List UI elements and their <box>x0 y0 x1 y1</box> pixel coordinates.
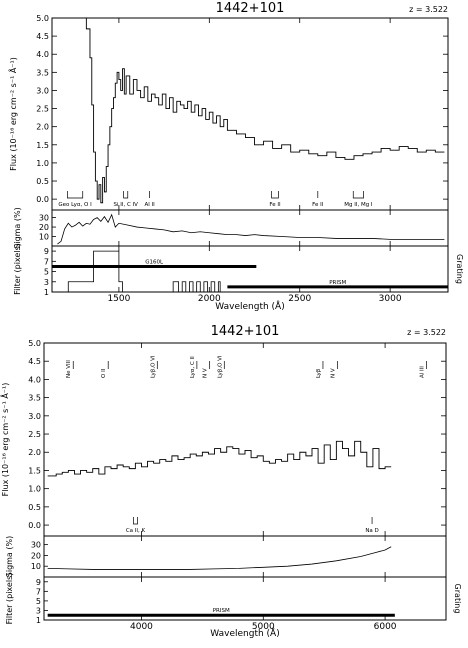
flux-y-tick-label: 2.0 <box>28 448 41 457</box>
line-id-label: N V <box>203 368 209 378</box>
filter-y-tick-label: 3 <box>36 606 41 615</box>
grating-axis-label: Grating <box>455 254 464 284</box>
sigma-y-tick-label: 20 <box>31 551 41 560</box>
line-id-label: Lyβ,O VI <box>217 355 223 378</box>
x-tick-label: 4000 <box>130 622 153 632</box>
flux-y-tick-label: 3.5 <box>28 394 41 403</box>
flux-y-tick-label: 2.5 <box>28 430 41 439</box>
filter-panel-frame <box>43 576 447 621</box>
line-id-label: N V <box>331 368 337 378</box>
flux-y-tick-label: 3.5 <box>36 68 49 77</box>
filter-axis-label: Filter (pixels) <box>13 243 22 295</box>
line-id-marker <box>67 191 84 199</box>
flux-y-tick-label: 3.0 <box>36 86 49 95</box>
line-id-label: Al II <box>144 202 155 208</box>
filter-y-tick-label: 9 <box>44 247 49 256</box>
x-tick-label: 5000 <box>252 622 275 632</box>
filter-y-tick-label: 5 <box>44 268 49 277</box>
flux-y-tick-label: 2.0 <box>36 123 49 132</box>
flux-y-tick-label: 0.5 <box>36 177 49 186</box>
flux-y-tick-label: 0.0 <box>36 195 49 204</box>
line-id-label: Si II, C IV <box>113 202 138 208</box>
grating-axis-label: Grating <box>453 584 462 614</box>
x-axis-label: Wavelength (Å) <box>215 300 284 312</box>
flux-y-tick-label: 1.0 <box>28 485 41 494</box>
x-axis-label: Wavelength (Å) <box>210 627 279 639</box>
filter-y-tick-label: 7 <box>36 587 41 596</box>
grating-label: PRISM <box>329 280 346 286</box>
line-id-marker <box>352 191 364 199</box>
line-id-label: Ne VIII <box>66 360 72 378</box>
redshift-label: z = 3.522 <box>409 5 448 14</box>
line-id-label: Ca II, K <box>126 528 146 534</box>
x-tick-label: 2500 <box>288 294 311 304</box>
flux-y-tick-label: 1.5 <box>36 141 49 150</box>
filter-y-tick-label: 7 <box>44 257 49 266</box>
line-id-label: Lyβ <box>316 368 322 378</box>
sigma-line <box>47 546 392 570</box>
flux-axis-label: Flux (10⁻¹⁶ erg cm⁻² s⁻¹ Å⁻¹) <box>7 57 18 171</box>
flux-y-tick-label: 5.0 <box>36 14 49 23</box>
sigma-y-tick-label: 30 <box>39 214 49 223</box>
flux-y-tick-label: 1.0 <box>36 159 49 168</box>
redshift-label: z = 3.522 <box>407 328 446 337</box>
line-id-marker <box>123 191 129 199</box>
line-id-label: Na D <box>365 528 378 534</box>
flux-y-tick-label: 4.5 <box>28 357 41 366</box>
sigma-axis-label: Sigma (%) <box>13 207 22 248</box>
line-id-label: Mg II, Mg I <box>344 202 373 208</box>
grating-label: PRISM <box>213 608 230 614</box>
line-id-label: Lyβ,O VI <box>150 355 156 378</box>
line-id-label: Lyα, C II <box>190 356 196 378</box>
flux-y-tick-label: 0.0 <box>28 521 41 530</box>
flux-y-tick-label: 4.0 <box>36 50 49 59</box>
x-tick-label: 6000 <box>374 622 397 632</box>
filter-y-tick-label: 5 <box>36 597 41 606</box>
x-tick-label: 1500 <box>107 294 130 304</box>
filter-axis-label: Filter (pixels) <box>5 573 14 625</box>
filter-panel-frame <box>51 245 449 293</box>
x-tick-label: 2000 <box>198 294 221 304</box>
line-id-label: Fe II <box>269 202 281 208</box>
sigma-panel-frame <box>43 535 447 578</box>
filter-line <box>52 250 448 293</box>
flux-y-tick-label: 5.0 <box>28 339 41 348</box>
flux-y-tick-label: 3.0 <box>28 412 41 421</box>
filter-y-tick-label: 3 <box>44 278 49 287</box>
sigma-line <box>57 213 445 245</box>
line-id-label: Geo Lyα, O I <box>58 202 92 208</box>
line-id-label: Al III <box>420 366 426 378</box>
sigma-y-tick-label: 20 <box>39 223 49 232</box>
flux-y-tick-label: 1.5 <box>28 466 41 475</box>
line-id-label: O II <box>101 368 107 378</box>
filter-y-tick-label: 1 <box>44 288 49 297</box>
x-tick-label: 3000 <box>379 294 402 304</box>
flux-axis-label: Flux (10⁻¹⁶ erg cm⁻² s⁻¹ Å⁻¹) <box>0 383 10 497</box>
chart-title: 1442+101 <box>211 324 280 339</box>
line-id-marker <box>133 517 138 525</box>
flux-y-tick-label: 2.5 <box>36 105 49 114</box>
flux-spectrum-line <box>47 440 392 477</box>
flux-spectrum-line <box>57 18 445 204</box>
flux-y-tick-label: 4.5 <box>36 32 49 41</box>
flux-y-tick-label: 0.5 <box>28 503 41 512</box>
filter-y-tick-label: 9 <box>36 578 41 587</box>
sigma-axis-label: Sigma (%) <box>5 536 14 577</box>
line-id-marker <box>271 191 279 199</box>
flux-y-tick-label: 4.0 <box>28 375 41 384</box>
sigma-y-tick-label: 10 <box>39 233 49 242</box>
chart-title: 1442+101 <box>216 1 285 16</box>
sigma-y-tick-label: 30 <box>31 541 41 550</box>
grating-label: G160L <box>145 259 164 265</box>
sigma-y-tick-label: 10 <box>31 562 41 571</box>
filter-y-tick-label: 1 <box>36 616 41 625</box>
line-id-label: Fe II <box>312 202 324 208</box>
